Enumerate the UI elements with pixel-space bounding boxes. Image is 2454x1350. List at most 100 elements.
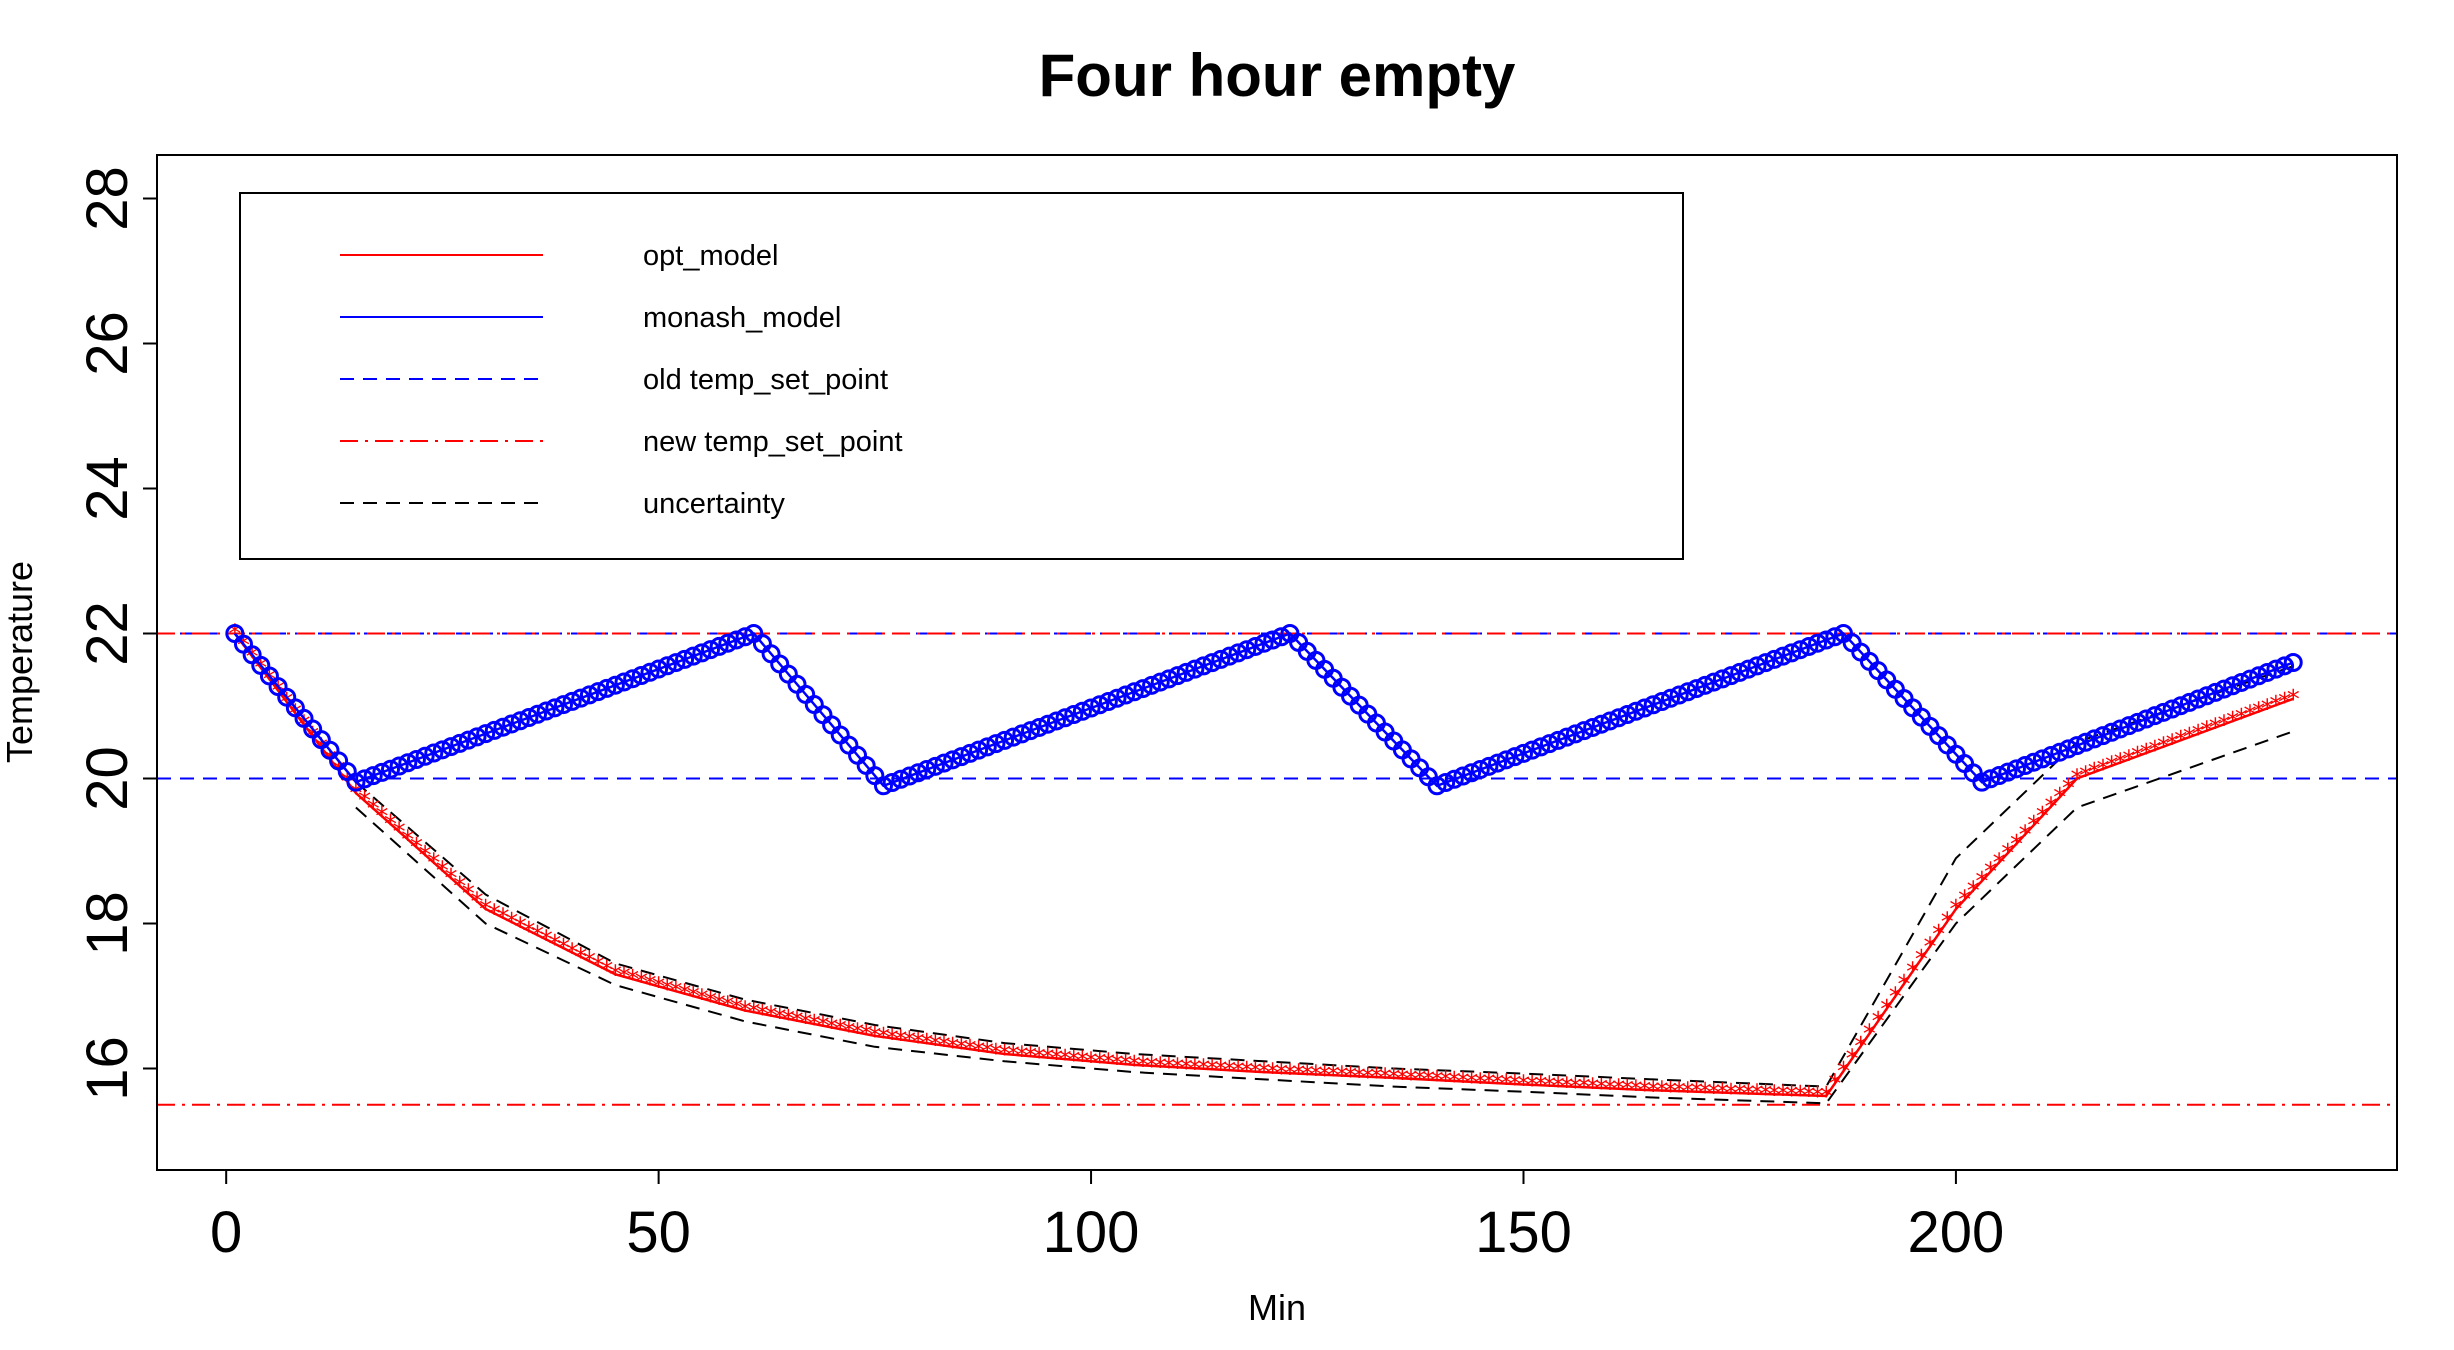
data-point bbox=[346, 772, 366, 792]
data-point: * bbox=[747, 998, 760, 1028]
x-tick-label: 50 bbox=[626, 1200, 691, 1265]
data-point: * bbox=[1015, 1041, 1028, 1071]
data-point bbox=[1453, 766, 1473, 786]
data-point: * bbox=[799, 1008, 812, 1038]
series-line bbox=[355, 730, 2294, 1105]
data-point: * bbox=[1595, 1074, 1608, 1104]
data-point: * bbox=[358, 787, 371, 817]
data-point: * bbox=[946, 1033, 959, 1063]
data-point bbox=[675, 649, 695, 669]
data-point: * bbox=[445, 864, 458, 894]
data-point: * bbox=[2226, 707, 2239, 737]
data-point: * bbox=[2218, 710, 2231, 740]
data-point: * bbox=[773, 1003, 786, 1033]
data-point bbox=[2223, 676, 2243, 696]
data-point bbox=[2153, 702, 2173, 722]
data-point: * bbox=[1776, 1081, 1789, 1111]
data-point: * bbox=[2287, 685, 2300, 715]
data-point: * bbox=[479, 895, 492, 925]
data-point: * bbox=[1552, 1072, 1565, 1102]
data-point: * bbox=[643, 970, 656, 1000]
data-point: * bbox=[1318, 1061, 1331, 1091]
data-point bbox=[1816, 630, 1836, 650]
data-point: * bbox=[2192, 720, 2205, 750]
data-point: * bbox=[1725, 1079, 1738, 1109]
data-point: * bbox=[1102, 1049, 1115, 1079]
data-point bbox=[2102, 722, 2122, 742]
data-point: * bbox=[1067, 1046, 1080, 1076]
data-point: * bbox=[1197, 1055, 1210, 1085]
data-point: * bbox=[2235, 704, 2248, 734]
data-point: * bbox=[1431, 1066, 1444, 1096]
data-point bbox=[2162, 699, 2182, 719]
data-point bbox=[614, 672, 634, 692]
data-point: * bbox=[626, 965, 639, 995]
data-point: * bbox=[2071, 765, 2084, 795]
data-point bbox=[1159, 669, 1179, 689]
data-point: * bbox=[808, 1010, 821, 1040]
data-point: * bbox=[488, 899, 501, 929]
data-point: * bbox=[989, 1039, 1002, 1069]
data-point bbox=[917, 760, 937, 780]
data-point: * bbox=[2243, 701, 2256, 731]
data-point: * bbox=[1751, 1080, 1764, 1110]
data-point bbox=[873, 776, 893, 796]
data-point bbox=[1790, 640, 1810, 660]
data-point bbox=[726, 630, 746, 650]
data-point bbox=[1427, 776, 1447, 796]
data-point bbox=[960, 743, 980, 763]
data-point: * bbox=[462, 880, 475, 910]
data-point: * bbox=[1059, 1045, 1072, 1075]
data-point bbox=[1799, 636, 1819, 656]
data-point: * bbox=[609, 960, 622, 990]
data-point: * bbox=[2045, 792, 2058, 822]
data-point bbox=[1090, 695, 1110, 715]
y-axis: 16 18 20 22 24 26 28 bbox=[75, 166, 158, 1101]
data-point bbox=[1574, 721, 1594, 741]
data-point bbox=[735, 627, 755, 647]
data-point: * bbox=[583, 947, 596, 977]
data-point: * bbox=[1413, 1065, 1426, 1095]
data-point: * bbox=[2174, 726, 2187, 756]
data-point bbox=[1116, 685, 1136, 705]
y-tick-label: 16 bbox=[75, 1036, 140, 1101]
data-point bbox=[899, 766, 919, 786]
data-point bbox=[1021, 721, 1041, 741]
data-point: * bbox=[886, 1024, 899, 1054]
data-point: * bbox=[1283, 1059, 1296, 1089]
legend-label: old temp_set_point bbox=[643, 364, 888, 396]
y-tick-label: 22 bbox=[75, 601, 140, 666]
data-point bbox=[597, 678, 617, 698]
data-point: * bbox=[1474, 1068, 1487, 1098]
data-point: * bbox=[574, 943, 587, 973]
data-point: * bbox=[1335, 1062, 1348, 1092]
data-point bbox=[1271, 627, 1291, 647]
x-tick-label: 200 bbox=[1908, 1200, 2005, 1265]
data-point: * bbox=[834, 1015, 847, 1045]
legend-box bbox=[239, 192, 1684, 560]
data-point: * bbox=[652, 972, 665, 1002]
data-point: * bbox=[2053, 783, 2066, 813]
data-point: * bbox=[1560, 1072, 1573, 1102]
data-point: * bbox=[1232, 1057, 1245, 1087]
data-point bbox=[588, 682, 608, 702]
data-point: * bbox=[1258, 1058, 1271, 1088]
data-point: * bbox=[1569, 1073, 1582, 1103]
data-point: * bbox=[920, 1029, 933, 1059]
data-point bbox=[2145, 706, 2165, 726]
data-point: * bbox=[2269, 691, 2282, 721]
data-point: * bbox=[1673, 1077, 1686, 1107]
data-point bbox=[2024, 752, 2044, 772]
data-point: * bbox=[1543, 1072, 1556, 1102]
data-point: * bbox=[1647, 1076, 1660, 1106]
x-axis-label: Min bbox=[1248, 1287, 1306, 1328]
x-axis: 0 50 100 150 200 bbox=[210, 1169, 2005, 1265]
data-point: * bbox=[410, 833, 423, 863]
data-point: * bbox=[1024, 1042, 1037, 1072]
data-point: * bbox=[2019, 820, 2032, 850]
data-point: * bbox=[1889, 982, 1902, 1012]
data-point: * bbox=[419, 841, 432, 871]
data-point bbox=[1513, 743, 1533, 763]
